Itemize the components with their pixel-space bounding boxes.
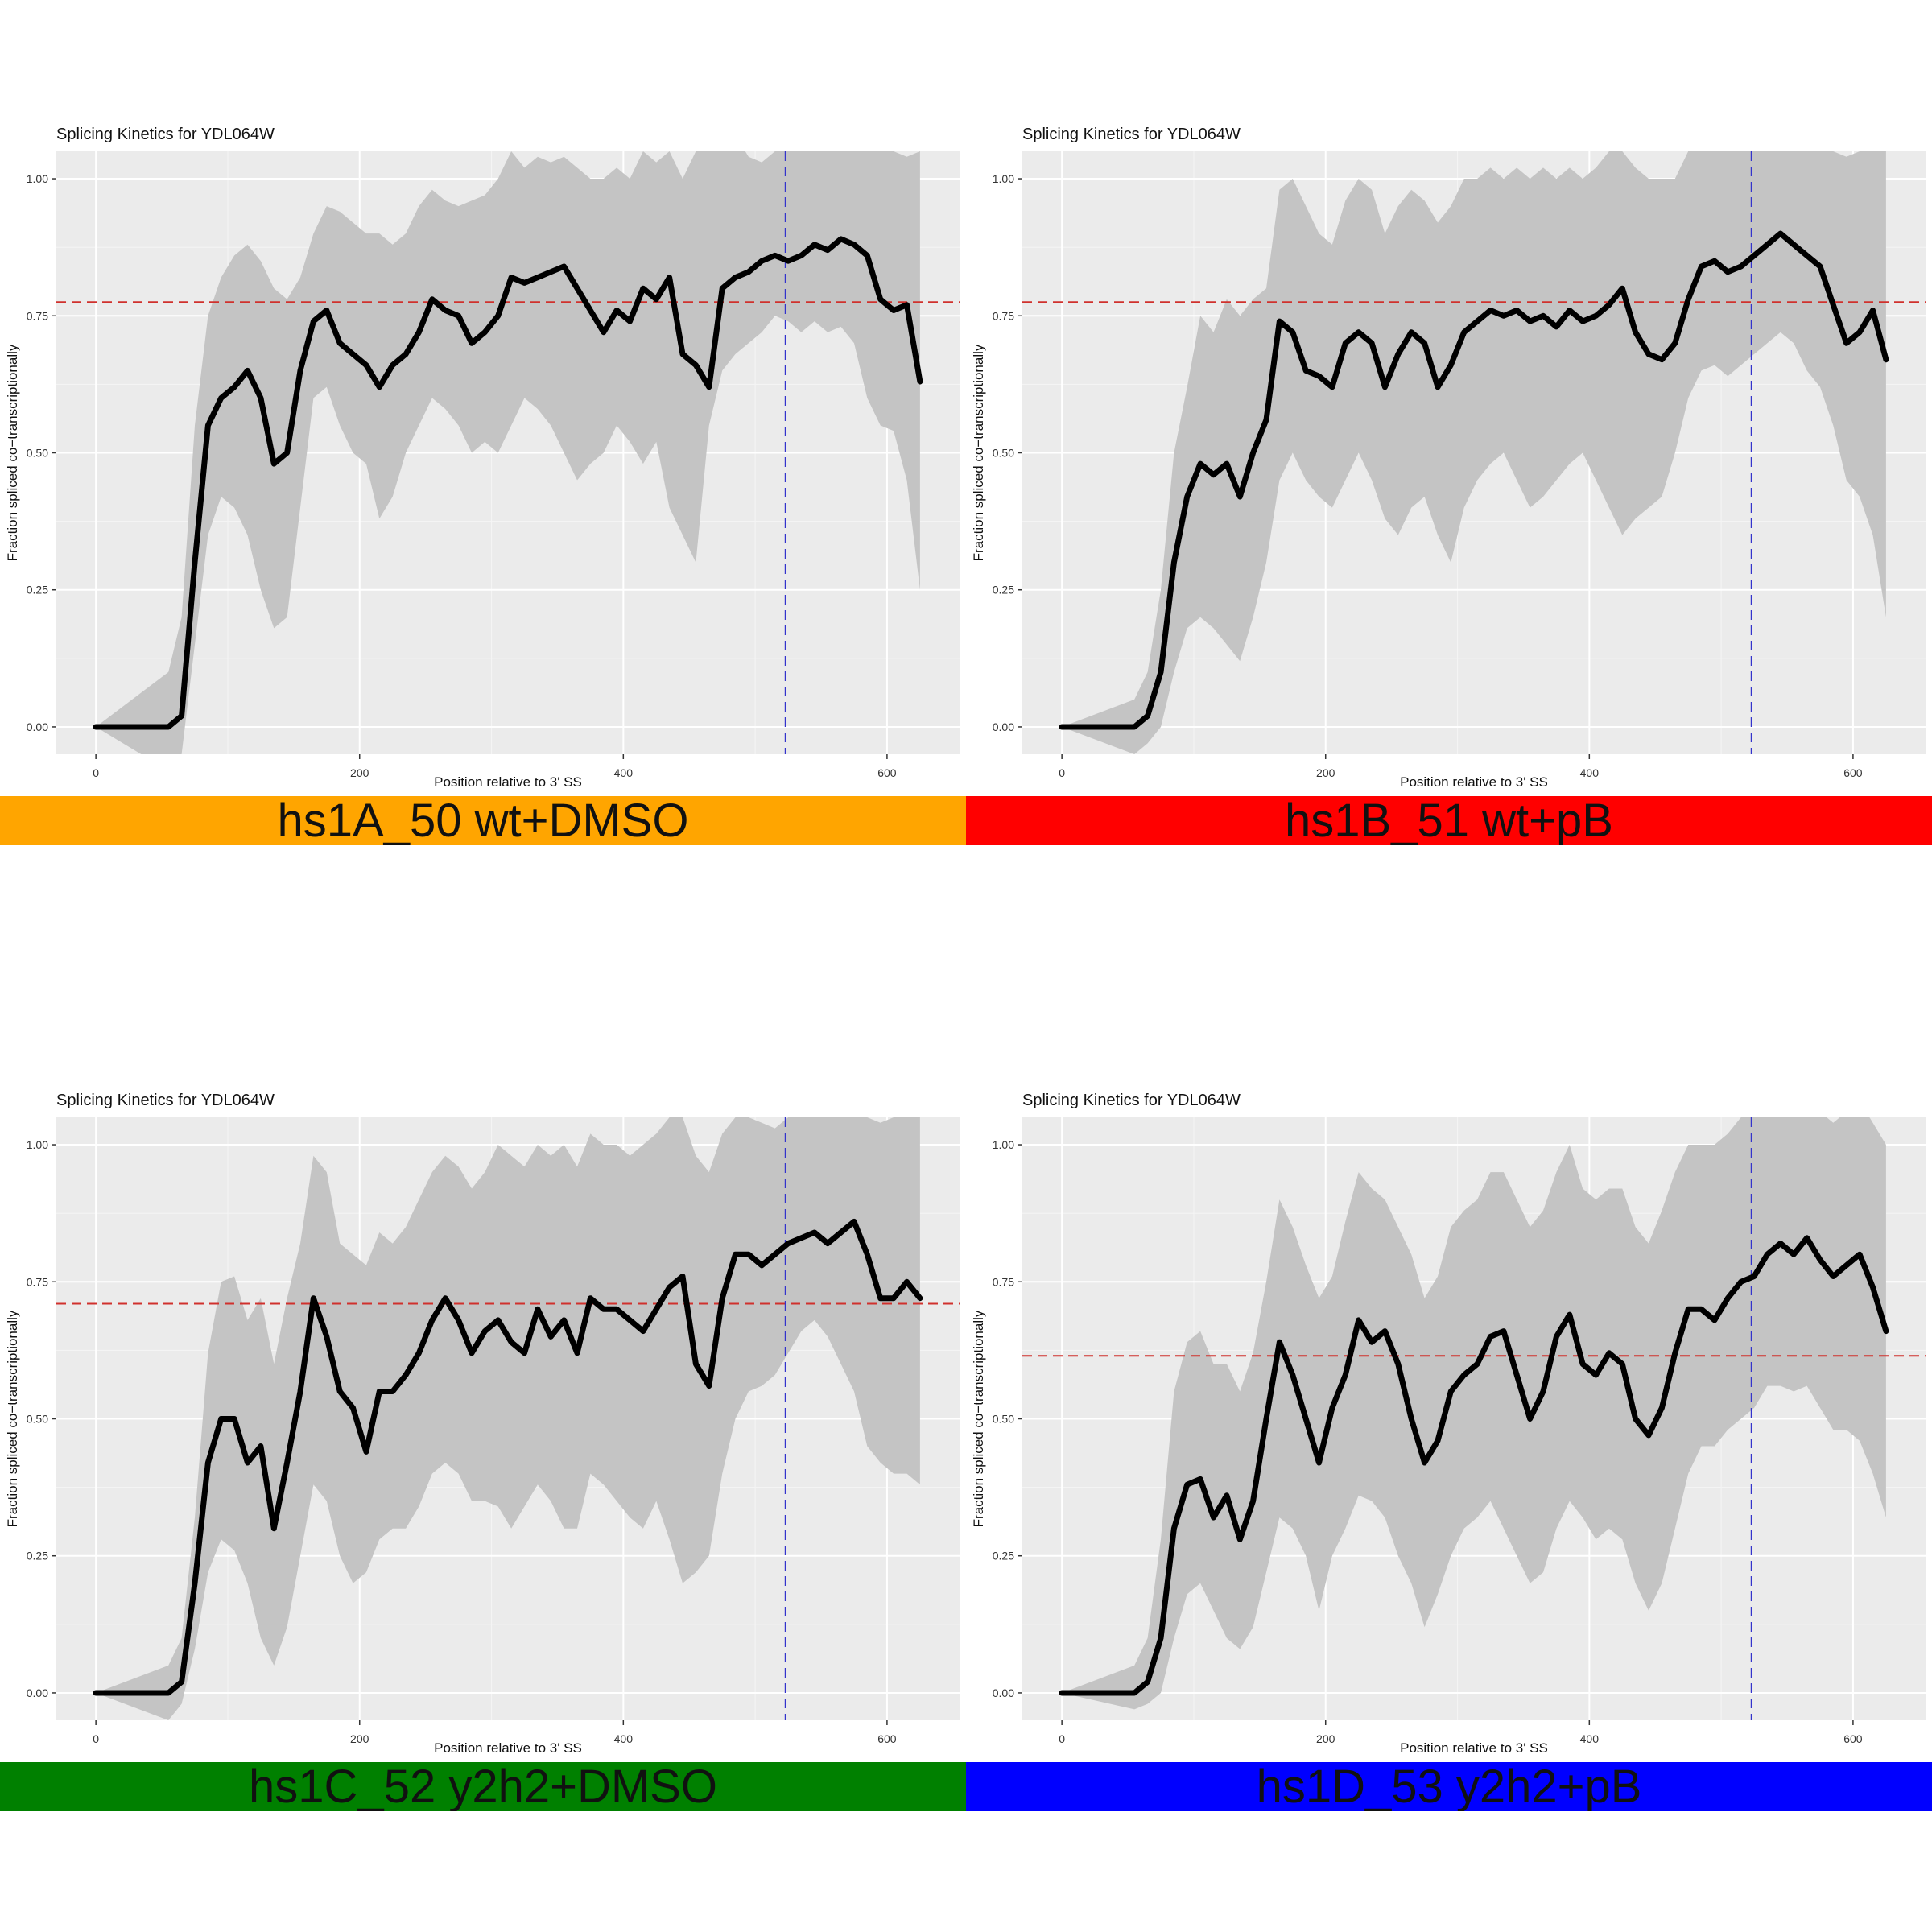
series-line (93, 1218, 923, 1696)
y-tick-label: 0.75 (993, 309, 1014, 322)
y-axis-label: Fraction spliced co−transcriptionally (5, 344, 20, 561)
y-tick-label: 1.00 (27, 172, 48, 185)
y-tick-label: 0.00 (993, 720, 1014, 733)
y-tick-label: 0.50 (27, 447, 48, 460)
confidence-ribbon (1062, 1117, 1886, 1710)
plot-clip-group (56, 151, 960, 754)
chart-svg: 0 200 400 600 0.00 0.25 0.50 0.75 1.00 Splicing K… (5, 1092, 960, 1756)
y-tick-label: 0.25 (27, 1550, 48, 1563)
x-tick-label: 200 (1316, 1732, 1335, 1745)
x-tick-label: 400 (1580, 1732, 1600, 1745)
x-tick-label: 600 (1843, 1732, 1863, 1745)
x-tick-label: 200 (350, 766, 369, 779)
sample-banner: hs1D_53 y2h2+pB (966, 1762, 1932, 1811)
y-tick-label: 0.75 (27, 1275, 48, 1288)
x-tick-label: 0 (93, 766, 99, 779)
chart-title: Splicing Kinetics for YDL064W (1022, 126, 1241, 143)
x-axis-label: Position relative to 3' SS (1400, 774, 1548, 790)
y-tick-label: 0.00 (27, 720, 48, 733)
series-line (1059, 1235, 1889, 1696)
x-tick-label: 200 (1316, 766, 1335, 779)
plot-clip-group (1022, 1117, 1926, 1720)
y-tick-label: 0.25 (27, 584, 48, 597)
x-tick-label: 200 (350, 1732, 369, 1745)
chart-panel-bottom-left: 0 200 400 600 0.00 0.25 0.50 0.75 1.00 Splicing K… (0, 966, 966, 1932)
sample-banner: hs1C_52 y2h2+DMSO (0, 1762, 966, 1811)
y-tick-label: 1.00 (27, 1138, 48, 1151)
chart-svg: 0 200 400 600 0.00 0.25 0.50 0.75 1.00 Splicing K… (971, 1092, 1926, 1756)
y-tick-label: 0.75 (993, 1275, 1014, 1288)
chart-panel-top-right: 0 200 400 600 0.00 0.25 0.50 0.75 1.00 Splicing K… (966, 0, 1932, 966)
series-line (1059, 230, 1889, 730)
y-axis-label: Fraction spliced co−transcriptionally (971, 1310, 986, 1527)
x-tick-label: 400 (614, 766, 634, 779)
x-tick-label: 600 (877, 1732, 897, 1745)
chart-svg: 0 200 400 600 0.00 0.25 0.50 0.75 1.00 Splicing K… (971, 126, 1926, 790)
x-tick-label: 400 (614, 1732, 634, 1745)
x-tick-label: 0 (1059, 1732, 1065, 1745)
y-tick-label: 0.25 (993, 1550, 1014, 1563)
plot-clip-group (1022, 151, 1926, 754)
confidence-ribbon (96, 1117, 920, 1720)
plot-clip-group (56, 1117, 960, 1720)
y-tick-label: 1.00 (993, 172, 1014, 185)
chart-panel-bottom-right: 0 200 400 600 0.00 0.25 0.50 0.75 1.00 Splicing K… (966, 966, 1932, 1932)
x-axis-label: Position relative to 3' SS (434, 774, 582, 790)
chart-title: Splicing Kinetics for YDL064W (1022, 1092, 1241, 1109)
x-tick-label: 600 (877, 766, 897, 779)
series-line (93, 236, 923, 730)
chart-panel-top-left: 0 200 400 600 0.00 0.25 0.50 0.75 1.00 Splicing K… (0, 0, 966, 966)
y-tick-label: 0.25 (993, 584, 1014, 597)
x-tick-label: 0 (1059, 766, 1065, 779)
y-tick-label: 0.00 (993, 1686, 1014, 1699)
x-tick-label: 400 (1580, 766, 1600, 779)
sample-banner: hs1B_51 wt+pB (966, 796, 1932, 845)
x-tick-label: 600 (1843, 766, 1863, 779)
chart-title: Splicing Kinetics for YDL064W (56, 1092, 275, 1109)
sample-banner: hs1A_50 wt+DMSO (0, 796, 966, 845)
x-tick-label: 0 (93, 1732, 99, 1745)
y-tick-label: 0.75 (27, 309, 48, 322)
chart-svg: 0 200 400 600 0.00 0.25 0.50 0.75 1.00 Splicing K… (5, 126, 960, 790)
chart-title: Splicing Kinetics for YDL064W (56, 126, 275, 143)
y-axis-label: Fraction spliced co−transcriptionally (5, 1310, 20, 1527)
x-axis-label: Position relative to 3' SS (1400, 1740, 1548, 1756)
y-tick-label: 0.50 (27, 1413, 48, 1426)
y-axis-label: Fraction spliced co−transcriptionally (971, 344, 986, 561)
x-axis-label: Position relative to 3' SS (434, 1740, 582, 1756)
y-tick-label: 0.50 (993, 447, 1014, 460)
y-tick-label: 0.50 (993, 1413, 1014, 1426)
y-tick-label: 1.00 (993, 1138, 1014, 1151)
y-tick-label: 0.00 (27, 1686, 48, 1699)
